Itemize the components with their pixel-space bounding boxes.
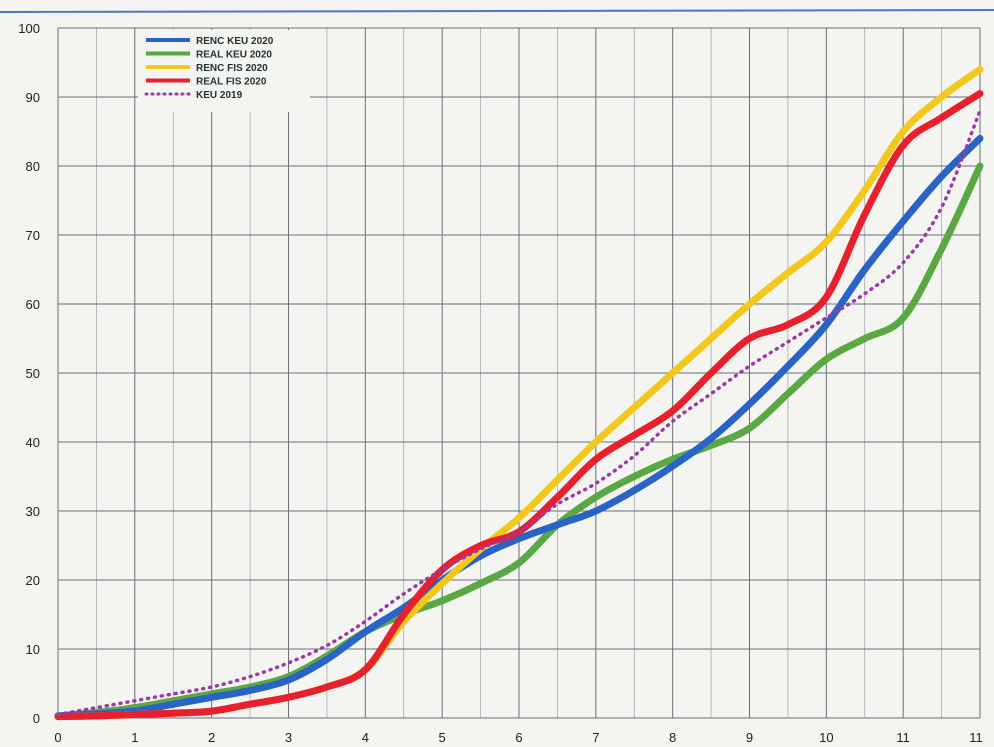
y-tick-label-0: 0 [33, 711, 40, 726]
y-axis-tick-labels: 0 10 20 30 40 50 60 70 80 90 100 [18, 21, 40, 726]
series-line-0 [54, 134, 984, 720]
top-edge-line [0, 9, 994, 13]
series-lines [54, 65, 984, 721]
x-tick-label-1: 1 [131, 730, 138, 745]
x-tick-label-8: 8 [669, 730, 676, 745]
legend-label-1: REAL KEU 2020 [196, 50, 272, 61]
x-tick-label-0: 0 [54, 730, 61, 745]
x-tick-label-4: 4 [362, 730, 369, 745]
x-tick-label-7: 7 [592, 730, 599, 745]
x-axis-tick-labels: 0 1 2 3 4 5 6 7 8 9 10 11 11 [54, 730, 982, 745]
y-tick-label-20: 20 [26, 573, 40, 588]
legend-label-0: RENC KEU 2020 [196, 36, 274, 47]
x-tick-label-12: 11 [969, 730, 983, 745]
y-tick-label-30: 30 [26, 504, 40, 519]
y-tick-label-100: 100 [18, 21, 40, 36]
x-tick-label-10: 10 [819, 730, 833, 745]
y-tick-label-90: 90 [26, 90, 40, 105]
y-tick-label-50: 50 [26, 366, 40, 381]
y-tick-label-10: 10 [26, 642, 40, 657]
legend-label-4: KEU 2019 [196, 90, 243, 101]
y-tick-label-80: 80 [26, 159, 40, 174]
x-tick-label-3: 3 [285, 730, 292, 745]
x-tick-label-6: 6 [515, 730, 522, 745]
legend: RENC KEU 2020 REAL KEU 2020 RENC FIS 2020 R… [138, 30, 310, 112]
x-tick-label-5: 5 [439, 730, 446, 745]
y-tick-label-40: 40 [26, 435, 40, 450]
y-tick-label-70: 70 [26, 228, 40, 243]
x-tick-label-9: 9 [746, 730, 753, 745]
x-tick-label-11: 11 [896, 730, 910, 745]
legend-box [138, 30, 310, 112]
legend-label-3: REAL FIS 2020 [196, 77, 267, 88]
legend-label-2: RENC FIS 2020 [196, 63, 268, 74]
series-line-4 [56, 109, 982, 717]
x-tick-label-2: 2 [208, 730, 215, 745]
y-tick-label-60: 60 [26, 297, 40, 312]
